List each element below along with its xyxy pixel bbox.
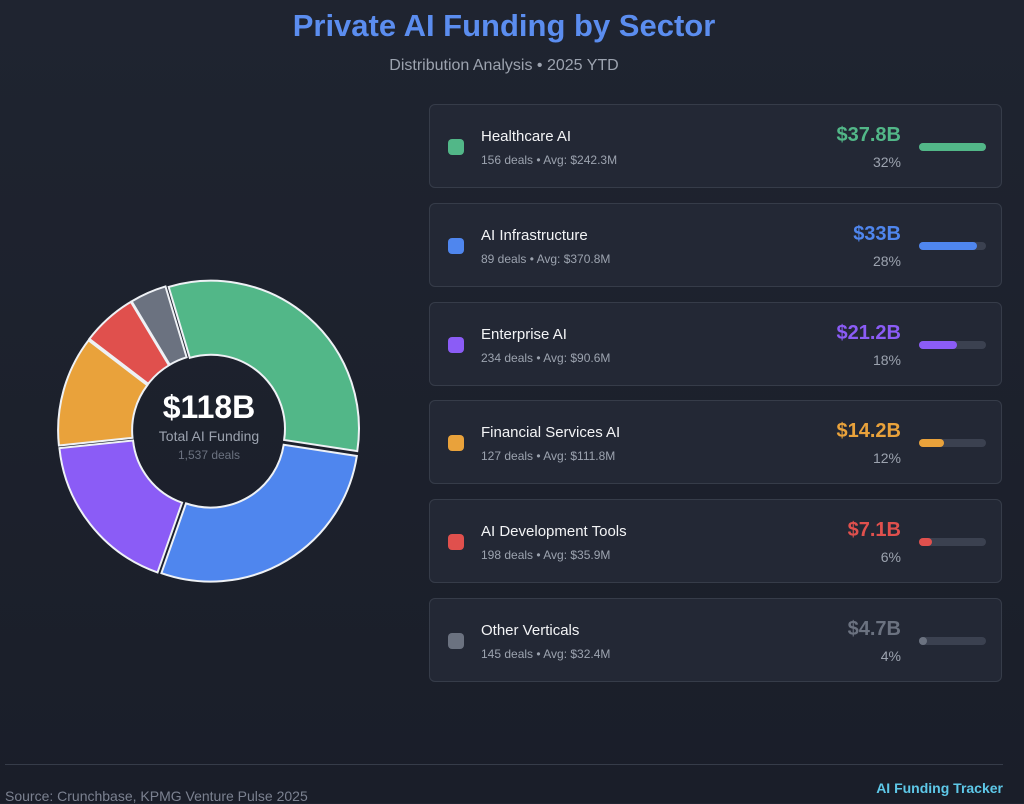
sector-meta: 234 deals • Avg: $90.6M [481, 351, 611, 365]
share-bar-fill [919, 242, 978, 250]
legend-swatch [448, 139, 464, 155]
share-bar-track [919, 637, 986, 645]
sector-name: Financial Services AI [481, 424, 621, 441]
sector-meta: 145 deals • Avg: $32.4M [481, 647, 611, 661]
sector-percent: 4% [880, 648, 901, 664]
donut-slice [58, 439, 184, 574]
share-bar-track [919, 242, 986, 250]
sector-percent: 28% [872, 253, 901, 269]
sector-name: Enterprise AI [481, 326, 567, 343]
legend-swatch [448, 534, 464, 550]
sector-value: $33B [853, 223, 901, 245]
sector-card: Financial Services AI 127 deals • Avg: $1… [429, 400, 1002, 484]
sector-value: $37.8B [836, 124, 902, 146]
donut-chart: $118B Total AI Funding 1,537 deals [57, 279, 360, 583]
sector-card: AI Development Tools 198 deals • Avg: $35… [429, 499, 1002, 583]
sector-card: AI Infrastructure 89 deals • Avg: $370.8M… [429, 203, 1002, 287]
sector-card: Other Verticals 145 deals • Avg: $32.4M $4… [429, 598, 1002, 682]
share-bar-track [919, 143, 986, 151]
sector-value: $7.1B [847, 519, 901, 541]
sector-percent: 32% [872, 154, 901, 170]
sector-name: AI Development Tools [481, 523, 627, 540]
share-bar-track [919, 538, 986, 546]
sector-value: $14.2B [836, 420, 902, 442]
legend-swatch [448, 238, 464, 254]
source-note: Source: Crunchbase, KPMG Venture Pulse 2… [5, 788, 308, 804]
sector-value: $4.7B [847, 618, 901, 640]
share-bar-track [919, 341, 986, 349]
sector-meta: 89 deals • Avg: $370.8M [481, 252, 611, 266]
center-total: $118B [163, 389, 256, 425]
sector-percent: 6% [880, 549, 901, 565]
sector-value: $21.2B [836, 322, 902, 344]
sector-percent: 18% [872, 352, 901, 368]
chart-subtitle: Distribution Analysis • 2025 YTD [389, 57, 619, 74]
sector-name: Healthcare AI [481, 128, 572, 145]
donut-slice [57, 338, 149, 447]
footer-divider [5, 764, 1003, 765]
sector-name: AI Infrastructure [481, 227, 588, 244]
legend-swatch [448, 633, 464, 649]
donut-slice [130, 285, 188, 367]
brand-label: AI Funding Tracker [876, 780, 1003, 796]
share-bar-track [919, 439, 986, 447]
donut-slice [160, 443, 358, 583]
donut-slice [167, 279, 360, 453]
sector-meta: 156 deals • Avg: $242.3M [481, 153, 618, 167]
legend-swatch [448, 435, 464, 451]
share-bar-fill [919, 143, 986, 151]
legend-swatch [448, 337, 464, 353]
share-bar-fill [919, 538, 932, 546]
center-deals: 1,537 deals [178, 448, 240, 462]
share-bar-fill [919, 439, 945, 447]
sector-meta: 127 deals • Avg: $111.8M [481, 449, 616, 463]
center-label: Total AI Funding [159, 428, 259, 444]
sector-card: Enterprise AI 234 deals • Avg: $90.6M $21.… [429, 302, 1002, 386]
sector-percent: 12% [872, 450, 901, 466]
sector-meta: 198 deals • Avg: $35.9M [481, 548, 611, 562]
sector-card: Healthcare AI 156 deals • Avg: $242.3M $37… [429, 104, 1002, 188]
chart-title: Private AI Funding by Sector [292, 8, 716, 43]
share-bar-fill [919, 637, 928, 645]
sector-name: Other Verticals [481, 622, 580, 639]
share-bar-fill [919, 341, 957, 349]
